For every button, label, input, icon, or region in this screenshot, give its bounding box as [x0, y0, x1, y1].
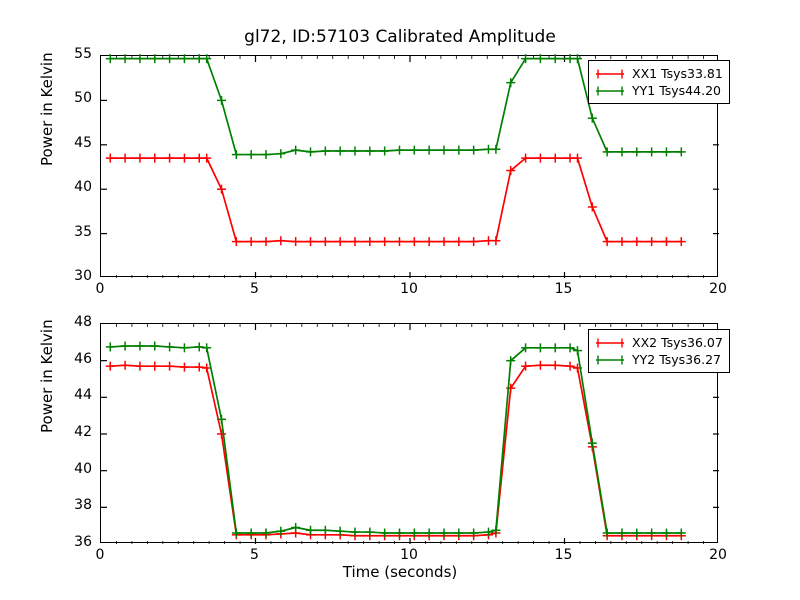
x-tick-label: 10 [400, 547, 418, 563]
legend-label-yy2: YY2 Tsys36.27 [632, 352, 721, 367]
legend-item: YY2 Tsys36.27 [594, 351, 723, 368]
y-tick-label: 48 [74, 314, 92, 330]
x-tick-label: 15 [554, 281, 573, 297]
y-tick-label: 50 [74, 90, 92, 107]
legend-line-sample-red [596, 338, 624, 347]
y-tick-label: 46 [74, 350, 92, 367]
legend-item: XX2 Tsys36.07 [594, 334, 723, 351]
x-tick-label: 0 [95, 547, 105, 563]
legend-label-xx1: XX1 Tsys33.81 [632, 66, 723, 81]
page-title: gl72, ID:57103 Calibrated Amplitude [244, 27, 556, 47]
legend-line-sample-green [596, 355, 624, 364]
y-tick-label: 42 [74, 424, 92, 440]
legend-item: XX1 Tsys33.81 [594, 65, 723, 82]
y-tick-label: 45 [74, 134, 92, 151]
plot-svg-top [101, 54, 719, 278]
x-tick-label: 10 [400, 281, 418, 297]
plot-svg-bottom [101, 324, 719, 544]
legend-line-sample-green [596, 86, 624, 95]
x-tick-label: 5 [250, 547, 259, 563]
y-tick-label: 30 [74, 268, 92, 284]
x-tick-label: 5 [250, 281, 259, 297]
legend-label-xx2: XX2 Tsys36.07 [632, 335, 723, 350]
x-tick-label: 0 [95, 281, 105, 297]
x-tick-label: 20 [709, 547, 727, 563]
y-tick-label: 44 [74, 387, 92, 404]
legend-item: YY1 Tsys44.20 [594, 82, 723, 99]
legend-top: XX1 Tsys33.81 YY1 Tsys44.20 [588, 60, 730, 104]
x-tick-label: 15 [554, 547, 573, 563]
legend-line-sample-red [596, 69, 624, 78]
x-tick-label: 20 [709, 281, 727, 297]
y-tick-label: 55 [74, 46, 92, 62]
y-axis-label-bottom: Power in Kelvin [38, 319, 56, 433]
x-axis-label: Time (seconds) [342, 563, 458, 581]
y-tick-label: 38 [74, 497, 92, 514]
y-tick-label: 36 [74, 534, 92, 550]
legend-bottom: XX2 Tsys36.07 YY2 Tsys36.27 [588, 329, 730, 373]
y-tick-label: 40 [74, 179, 92, 196]
legend-label-yy1: YY1 Tsys44.20 [632, 83, 721, 98]
y-tick-label: 40 [74, 460, 92, 477]
y-tick-label: 35 [74, 223, 92, 240]
